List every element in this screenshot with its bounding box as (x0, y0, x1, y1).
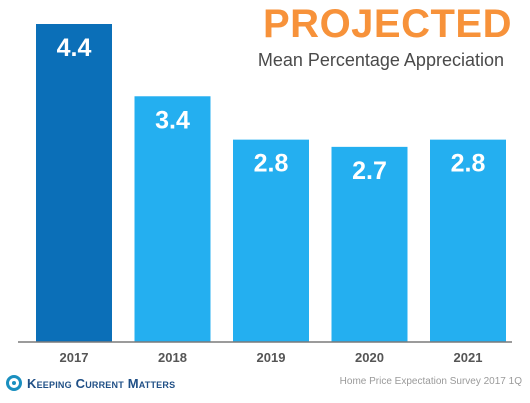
chart-subtitle: Mean Percentage Appreciation (257, 50, 504, 70)
bar-2019 (233, 139, 309, 342)
data-label-2019: 2.8 (254, 150, 289, 178)
bars-group: 4.4 3.4 2.8 2.7 2.8 (36, 24, 506, 342)
x-tick-2021: 2021 (454, 350, 483, 365)
brand-logo: Keeping Current Matters (6, 372, 175, 394)
source-note: Home Price Expectation Survey 2017 1Q (339, 376, 522, 387)
bar-2021 (430, 139, 506, 342)
bar-2018 (134, 96, 211, 342)
x-tick-2018: 2018 (158, 350, 187, 365)
x-tick-2017: 2017 (60, 350, 89, 365)
circle-logo-icon (6, 375, 22, 391)
brand-name: Keeping Current Matters (27, 375, 176, 391)
data-label-2020: 2.7 (352, 157, 387, 185)
data-label-2017: 4.4 (57, 34, 92, 62)
chart-title: PROJECTED (263, 2, 512, 46)
x-tick-2020: 2020 (355, 350, 384, 365)
data-label-2021: 2.8 (451, 150, 486, 178)
data-label-2018: 3.4 (155, 106, 190, 134)
x-tick-labels: 2017 2018 2019 2020 2021 (60, 350, 483, 365)
x-tick-2019: 2019 (257, 350, 286, 365)
bar-2020 (331, 146, 408, 342)
bar-2017 (36, 24, 112, 342)
